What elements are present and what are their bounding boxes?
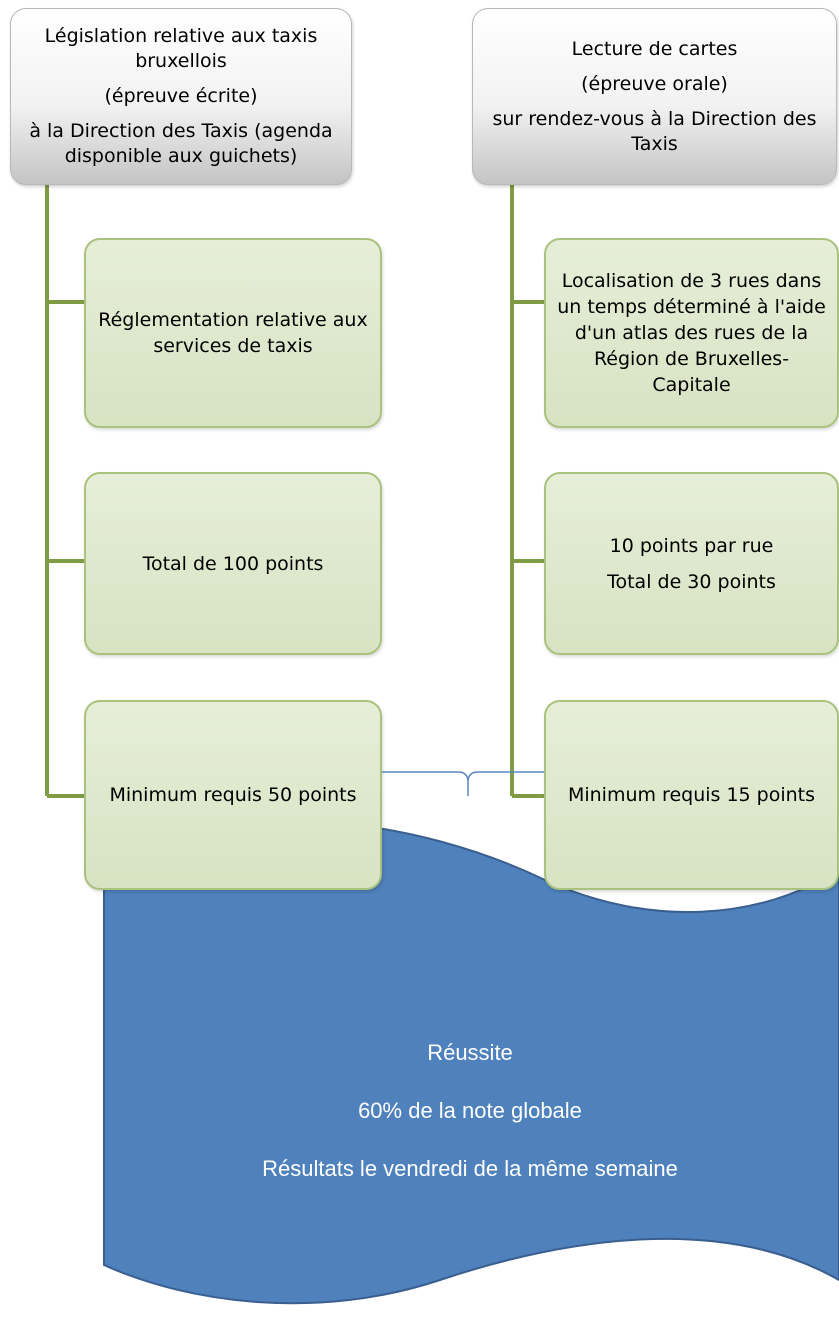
left-header-line-1: Législation relative aux taxis bbox=[44, 25, 318, 47]
left-child-box-1: Réglementation relative aux services de … bbox=[84, 238, 382, 428]
left-child-1-line-1: Réglementation relative aux bbox=[98, 309, 368, 331]
right-header-box: Lecture de cartes (épreuve orale) sur re… bbox=[472, 8, 837, 185]
right-child-box-2: 10 points par rue Total de 30 points bbox=[544, 472, 839, 655]
left-header-line-3: (épreuve écrite) bbox=[104, 85, 258, 107]
left-header-line-2: bruxellois bbox=[135, 50, 227, 72]
left-header-box: Législation relative aux taxis bruxelloi… bbox=[10, 8, 352, 185]
right-child-1-line-4: Région de Bruxelles- bbox=[593, 348, 790, 370]
result-banner bbox=[103, 820, 839, 1305]
right-header-line-2: (épreuve orale) bbox=[581, 72, 728, 95]
right-child-1-line-2: un temps déterminé à l'aide bbox=[557, 296, 826, 318]
left-header-line-5: disponible aux guichets) bbox=[64, 145, 298, 167]
left-child-2-line-1: Total de 100 points bbox=[142, 552, 324, 575]
right-child-2-line-2: Total de 30 points bbox=[607, 570, 776, 593]
left-child-3-line-1: Minimum requis 50 points bbox=[109, 784, 357, 806]
left-child-1-line-2: services de taxis bbox=[153, 335, 313, 357]
left-header-line-4: à la Direction des Taxis (agenda bbox=[29, 120, 333, 142]
right-header-line-3: sur rendez-vous à la Direction des bbox=[492, 107, 817, 130]
right-child-box-3: Minimum requis 15 points bbox=[544, 700, 839, 890]
result-line-1: Réussite bbox=[427, 1040, 513, 1065]
right-header-line-1: Lecture de cartes bbox=[571, 37, 738, 60]
left-child-box-3: Minimum requis 50 points bbox=[84, 700, 382, 890]
right-child-1-line-5: Capitale bbox=[652, 374, 731, 396]
result-line-3: Résultats le vendredi de la même semaine bbox=[262, 1156, 678, 1181]
right-child-1-line-1: Localisation de 3 rues dans bbox=[561, 270, 822, 292]
right-child-2-line-1: 10 points par rue bbox=[609, 534, 774, 557]
right-child-box-1: Localisation de 3 rues dans un temps dét… bbox=[544, 238, 839, 428]
right-header-line-4: Taxis bbox=[631, 132, 678, 155]
right-child-3-line-1: Minimum requis 15 points bbox=[567, 784, 816, 806]
left-child-box-2: Total de 100 points bbox=[84, 472, 382, 655]
result-line-2: 60% de la note globale bbox=[358, 1098, 582, 1123]
right-child-1-line-3: d'un atlas des rues de la bbox=[574, 322, 809, 344]
